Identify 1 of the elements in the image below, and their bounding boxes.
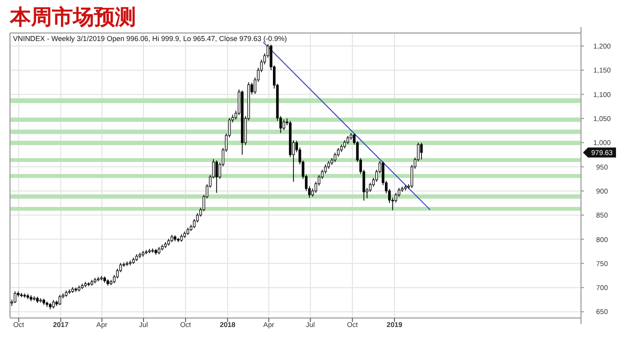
chart-title: 本周市场预测 bbox=[9, 4, 136, 29]
